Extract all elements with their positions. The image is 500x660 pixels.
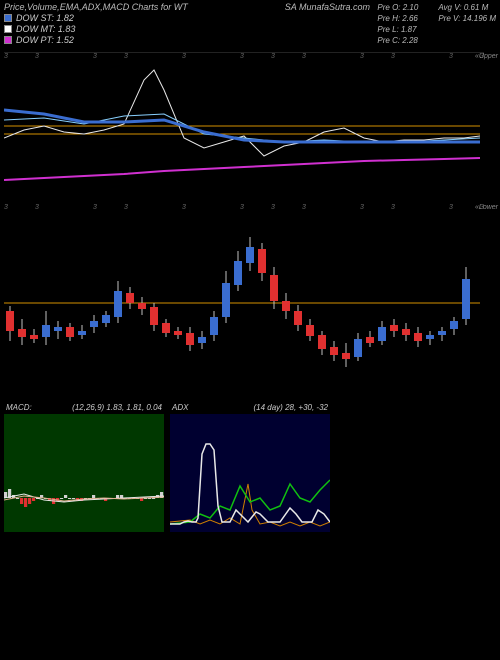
upper-svg: 0.1980.198 bbox=[4, 60, 480, 200]
lower-svg: 2 bbox=[4, 211, 480, 391]
upper-chart: 333333333333 «Upper 0.1980.198 bbox=[4, 52, 484, 200]
lower-ticks: 333333333333 bbox=[4, 204, 484, 211]
lower-chart: 333333333333 «Lower 2 bbox=[4, 204, 484, 391]
macd-svg bbox=[4, 414, 164, 532]
chart-title-right: SA MunafaSutra.com bbox=[285, 2, 370, 12]
macd-params: (12,26,9) 1.83, 1.81, 0.04 bbox=[72, 403, 162, 412]
upper-label: «Upper bbox=[475, 53, 498, 60]
header-row: Price,Volume,EMA,ADX,MACD Charts for WT … bbox=[0, 0, 500, 48]
indicators-row: MACD: (12,26,9) 1.83, 1.81, 0.04 ADX (14… bbox=[4, 403, 496, 533]
macd-title: MACD: bbox=[6, 403, 32, 412]
legend-label: DOW PT: 1.52 bbox=[16, 35, 74, 45]
upper-ticks: 333333333333 bbox=[4, 53, 484, 60]
adx-panel: ADX (14 day) 28, +30, -32 bbox=[170, 403, 330, 533]
svg-text:2: 2 bbox=[479, 299, 480, 308]
adx-params: (14 day) 28, +30, -32 bbox=[254, 403, 329, 412]
legend-label: DOW MT: 1.83 bbox=[16, 24, 75, 34]
legend: DOW ST: 1.82DOW MT: 1.83DOW PT: 1.52 bbox=[4, 13, 377, 45]
adx-svg bbox=[170, 414, 330, 532]
legend-swatch bbox=[4, 25, 12, 33]
lower-label: «Lower bbox=[475, 204, 498, 211]
ohlc-col-2: Avg V: 0.61 MPre V: 14.196 M bbox=[438, 2, 496, 46]
ohlc-col-1: Pre O: 2.10Pre H: 2.66Pre L: 1.87Pre C: … bbox=[377, 2, 418, 46]
legend-swatch bbox=[4, 36, 12, 44]
macd-panel: MACD: (12,26,9) 1.83, 1.81, 0.04 bbox=[4, 403, 164, 533]
adx-title: ADX bbox=[172, 403, 188, 412]
legend-swatch bbox=[4, 14, 12, 22]
legend-label: DOW ST: 1.82 bbox=[16, 13, 74, 23]
